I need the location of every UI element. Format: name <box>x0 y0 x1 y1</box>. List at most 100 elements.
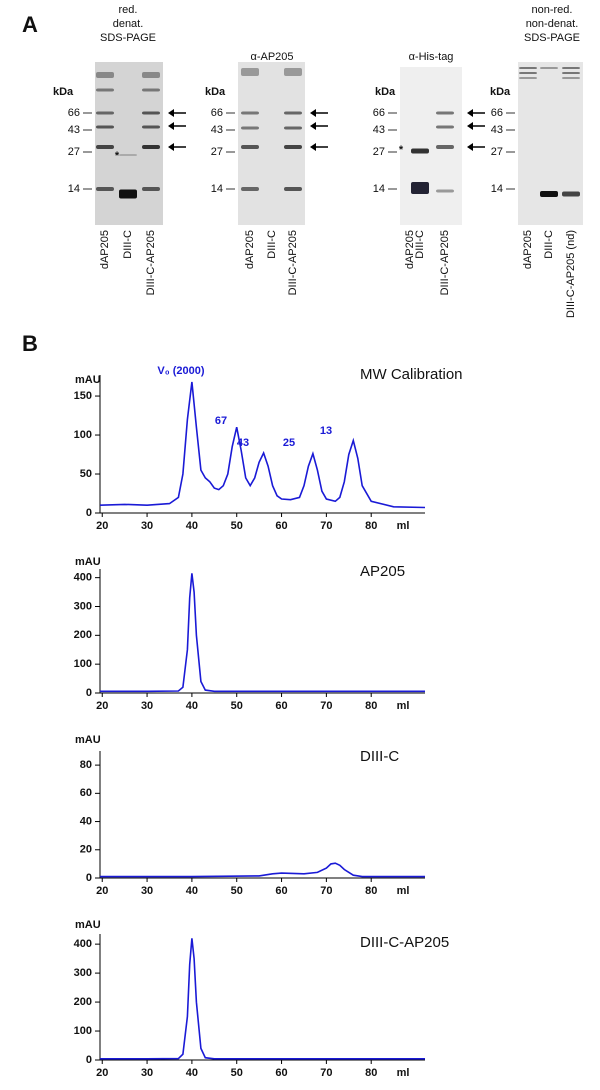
gel-band <box>96 111 114 115</box>
marker-label: 14 <box>211 183 223 195</box>
x-tick-label: 60 <box>275 700 287 712</box>
x-tick-label: 30 <box>141 885 153 897</box>
x-tick-label: 30 <box>141 520 153 532</box>
x-tick-label: 20 <box>96 700 108 712</box>
y-tick-label: 0 <box>86 872 92 884</box>
y-tick-label: 200 <box>74 996 92 1008</box>
panel-label: A <box>22 12 38 37</box>
arrow-head <box>168 143 174 151</box>
lane-label: DIII-C-AP205 (nd) <box>565 230 577 318</box>
x-tick-label: 50 <box>231 1067 243 1079</box>
kda-label: kDa <box>375 86 396 98</box>
lane-label: DIII-C <box>414 230 426 259</box>
gel-header: SDS-PAGE <box>524 32 580 44</box>
gel-band <box>142 88 160 92</box>
x-tick-label: 40 <box>186 700 198 712</box>
marker-label: 43 <box>373 124 385 136</box>
x-tick-label: 60 <box>275 1067 287 1079</box>
gel-band <box>142 111 160 115</box>
y-tick-label: 80 <box>80 759 92 771</box>
peak-label: 43 <box>237 437 249 449</box>
kda-label: kDa <box>205 86 226 98</box>
gel-band <box>284 111 302 115</box>
chart-title: DIII-C <box>360 748 399 765</box>
marker-label: 66 <box>68 107 80 119</box>
marker-label: 14 <box>373 183 385 195</box>
y-axis-label: mAU <box>75 734 101 746</box>
marker-label: 43 <box>491 124 503 136</box>
y-tick-label: 0 <box>86 687 92 699</box>
gel-band <box>96 88 114 92</box>
gel-header: SDS-PAGE <box>100 32 156 44</box>
arrow-head <box>168 122 174 130</box>
arrow-head <box>467 143 473 151</box>
x-axis-label: ml <box>397 520 410 532</box>
gel-band <box>142 187 160 191</box>
x-tick-label: 50 <box>231 885 243 897</box>
lane-label: DIII-C-AP205 <box>287 230 299 295</box>
marker-label: 27 <box>373 146 385 158</box>
arrow-head <box>168 109 174 117</box>
arrow-head <box>310 143 316 151</box>
asterisk: * <box>115 150 120 162</box>
x-axis-label: ml <box>397 885 410 897</box>
gel-header: red. <box>119 4 138 16</box>
gel-band <box>241 126 259 130</box>
lane-label: dAP205 <box>244 230 256 269</box>
y-tick-label: 100 <box>74 1025 92 1037</box>
x-tick-label: 40 <box>186 885 198 897</box>
x-tick-label: 70 <box>320 885 332 897</box>
x-tick-label: 80 <box>365 1067 377 1079</box>
gel-band <box>96 72 114 78</box>
lane-label: dAP205 <box>404 230 416 269</box>
y-tick-label: 300 <box>74 600 92 612</box>
chart-title: MW Calibration <box>360 366 463 383</box>
gel-header: non-red. <box>532 4 573 16</box>
gel-band <box>284 68 302 76</box>
y-tick-label: 100 <box>74 658 92 670</box>
lane-label: DIII-C <box>122 230 134 259</box>
y-tick-label: 200 <box>74 629 92 641</box>
x-tick-label: 30 <box>141 1067 153 1079</box>
x-tick-label: 20 <box>96 1067 108 1079</box>
gel-band <box>119 189 137 199</box>
lane-label: dAP205 <box>99 230 111 269</box>
gel-band <box>540 67 558 69</box>
x-tick-label: 50 <box>231 700 243 712</box>
gel-band <box>96 187 114 191</box>
x-tick-label: 20 <box>96 520 108 532</box>
gel-band <box>436 111 454 115</box>
marker-label: 43 <box>211 124 223 136</box>
gel-band <box>284 187 302 191</box>
y-tick-label: 50 <box>80 468 92 480</box>
y-tick-label: 0 <box>86 1054 92 1066</box>
x-tick-label: 80 <box>365 520 377 532</box>
gel-band <box>241 187 259 191</box>
lane-label: dAP205 <box>522 230 534 269</box>
marker-label: 43 <box>68 124 80 136</box>
marker-label: 27 <box>211 146 223 158</box>
x-axis-label: ml <box>397 1067 410 1079</box>
kda-label: kDa <box>490 86 511 98</box>
y-tick-label: 60 <box>80 787 92 799</box>
asterisk: * <box>399 144 404 156</box>
marker-label: 14 <box>68 183 80 195</box>
gel <box>238 62 305 225</box>
gel-band <box>562 77 580 79</box>
peak-label: 25 <box>283 437 295 449</box>
arrow-head <box>467 109 473 117</box>
gel-band <box>96 125 114 129</box>
gel-band <box>241 145 259 149</box>
gel-band <box>119 154 137 156</box>
gel-header: non-denat. <box>526 18 579 30</box>
gel-band <box>284 145 302 149</box>
x-tick-label: 40 <box>186 520 198 532</box>
y-tick-label: 400 <box>74 938 92 950</box>
peak-label: V₀ (2000) <box>157 365 204 377</box>
marker-label: 27 <box>68 146 80 158</box>
y-tick-label: 40 <box>80 815 92 827</box>
y-tick-label: 0 <box>86 507 92 519</box>
lane-label: DIII-C <box>543 230 555 259</box>
y-tick-label: 100 <box>74 429 92 441</box>
